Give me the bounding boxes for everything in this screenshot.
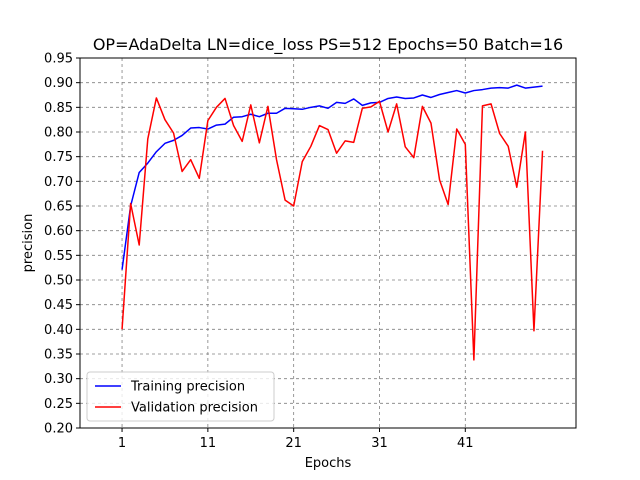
y-tick-label: 0.70 bbox=[44, 175, 73, 190]
y-tick-label: 0.90 bbox=[44, 76, 73, 91]
x-tick-label: 21 bbox=[285, 436, 302, 451]
y-tick-label: 0.60 bbox=[44, 224, 73, 239]
x-axis-label: Epochs bbox=[305, 456, 352, 471]
y-tick-label: 0.85 bbox=[44, 101, 73, 116]
legend-entry: Training precision bbox=[130, 380, 245, 395]
y-tick-label: 0.75 bbox=[44, 150, 73, 165]
legend-frame bbox=[86, 371, 275, 422]
legend: Training precision Validation precision bbox=[86, 371, 275, 422]
y-tick-label: 0.30 bbox=[44, 372, 73, 387]
y-tick-label: 0.20 bbox=[44, 422, 73, 437]
y-axis-label: precision bbox=[21, 214, 36, 273]
series-line-validation bbox=[121, 97, 544, 361]
series-layer bbox=[121, 84, 544, 361]
y-tick-label: 0.40 bbox=[44, 323, 73, 338]
y-tick-label: 0.25 bbox=[44, 397, 73, 412]
plot-frame bbox=[79, 57, 577, 429]
y-tick-label: 0.55 bbox=[44, 249, 73, 264]
x-tick-label: 1 bbox=[118, 436, 126, 451]
chart-title: OP=AdaDelta LN=dice_loss PS=512 Epochs=5… bbox=[93, 35, 563, 55]
y-tick-label: 0.45 bbox=[44, 298, 73, 313]
y-tick-label: 0.80 bbox=[44, 126, 73, 141]
y-tick-label: 0.65 bbox=[44, 200, 73, 215]
legend-entry: Validation precision bbox=[131, 401, 258, 416]
y-tick-label: 0.35 bbox=[44, 348, 73, 363]
series-line-training bbox=[121, 84, 543, 270]
y-tick-label: 0.50 bbox=[44, 274, 73, 289]
x-tick-label: 11 bbox=[200, 436, 217, 451]
y-axis: 0.20 0.25 0.30 0.35 0.40 0.45 0.50 0.55 0.60 0.65… bbox=[44, 52, 80, 437]
x-axis: 1 11 21 31 41 bbox=[118, 428, 474, 451]
x-tick-label: 41 bbox=[457, 436, 474, 451]
y-tick-label: 0.95 bbox=[44, 52, 73, 67]
x-tick-label: 31 bbox=[371, 436, 388, 451]
